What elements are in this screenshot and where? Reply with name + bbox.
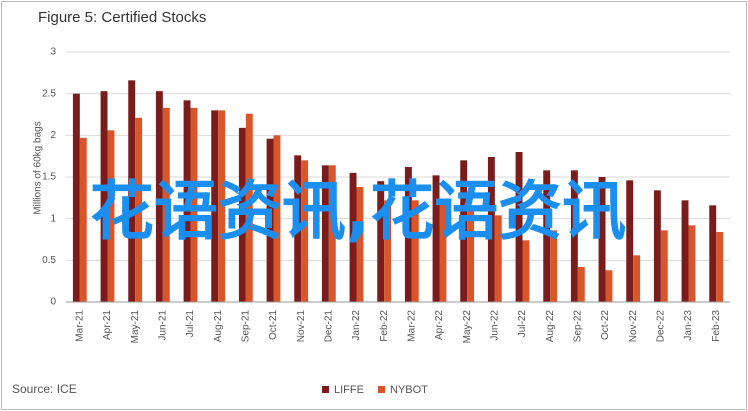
- bar: [570, 170, 578, 302]
- x-tick-label: Feb-22: [379, 310, 390, 342]
- bar: [273, 135, 281, 302]
- bar: [384, 200, 392, 302]
- x-tick-label: Aug-21: [213, 310, 224, 343]
- bar: [266, 138, 274, 302]
- x-tick-label: Apr-22: [434, 310, 445, 340]
- y-tick-label: 3: [50, 47, 56, 58]
- x-tick-label: Nov-21: [296, 310, 307, 343]
- bar: [107, 130, 115, 302]
- bar: [245, 113, 253, 303]
- bar: [494, 215, 502, 302]
- bar: [515, 152, 523, 302]
- x-tick-label: Dec-22: [655, 310, 666, 343]
- y-tick-label: 1: [50, 213, 56, 224]
- bar: [238, 127, 246, 302]
- bar: [100, 91, 108, 303]
- bar: [356, 187, 364, 302]
- bar: [681, 200, 689, 302]
- bar: [432, 175, 440, 302]
- x-tick-label: May-21: [130, 310, 141, 344]
- bar: [716, 232, 724, 302]
- bar: [439, 202, 447, 302]
- legend-label: NYBOT: [390, 384, 428, 396]
- bar: [688, 225, 696, 302]
- bar: [577, 267, 585, 302]
- y-tick-label: 2.5: [42, 88, 56, 99]
- bar: [460, 160, 468, 302]
- bar: [404, 167, 412, 302]
- bar: [467, 207, 475, 302]
- bar: [626, 180, 634, 302]
- x-tick-label: Aug-22: [545, 310, 556, 343]
- bar: [709, 205, 717, 302]
- bar: [128, 80, 136, 302]
- y-tick-label: 1.5: [42, 172, 56, 183]
- legend-swatch: [378, 386, 385, 393]
- x-tick-label: Feb-23: [711, 310, 722, 342]
- x-tick-label: Mar-21: [74, 310, 85, 342]
- bar: [155, 91, 163, 303]
- bar: [321, 165, 329, 302]
- y-tick-label: 0: [50, 297, 56, 308]
- bar: [377, 181, 385, 302]
- x-tick-label: Jan-22: [351, 310, 362, 341]
- x-tick-label: Nov-22: [628, 310, 639, 343]
- x-tick-label: Dec-21: [323, 310, 334, 343]
- bar: [605, 270, 613, 302]
- x-tick-label: Sep-21: [240, 310, 251, 343]
- bar: [218, 110, 226, 302]
- y-tick-label: 0.5: [42, 255, 56, 266]
- bar: [183, 100, 191, 302]
- x-tick-label: Jul-21: [185, 310, 196, 338]
- x-tick-label: Apr-21: [102, 310, 113, 340]
- chart-title: Figure 5: Certified Stocks: [38, 9, 206, 26]
- bar: [411, 200, 419, 302]
- source: Source: ICE: [12, 382, 77, 396]
- bar: [598, 177, 606, 302]
- x-tick-label: Jul-22: [517, 310, 528, 338]
- bar: [211, 110, 219, 302]
- bar: [294, 155, 302, 302]
- legend-label: LIFFE: [334, 384, 364, 396]
- bar: [487, 157, 495, 302]
- watermark: 花语资讯,花语资讯: [90, 176, 626, 250]
- bar: [79, 137, 87, 302]
- x-tick-label: Oct-22: [600, 310, 611, 340]
- bar: [349, 172, 357, 302]
- x-tick-label: Jun-21: [157, 310, 168, 341]
- legend-swatch: [322, 386, 329, 393]
- bar: [660, 230, 668, 302]
- x-tick-label: Mar-22: [406, 310, 417, 342]
- bar: [135, 117, 143, 302]
- bar: [190, 107, 198, 302]
- bar: [522, 240, 530, 302]
- bar: [633, 255, 641, 302]
- x-tick-label: May-22: [462, 310, 473, 344]
- bar: [328, 165, 336, 302]
- x-tick-label: Jun-22: [489, 310, 500, 341]
- x-tick-label: Oct-21: [268, 310, 279, 340]
- bar: [301, 160, 309, 302]
- bar: [543, 170, 551, 302]
- bar: [72, 93, 80, 303]
- x-tick-label: Sep-22: [572, 310, 583, 343]
- bar: [162, 107, 170, 302]
- x-tick-label: Jan-23: [683, 310, 694, 341]
- bar: [653, 190, 661, 302]
- y-axis-label: Millions of 60kg bags: [33, 121, 44, 214]
- y-tick-label: 2: [50, 130, 56, 141]
- bar: [550, 230, 558, 302]
